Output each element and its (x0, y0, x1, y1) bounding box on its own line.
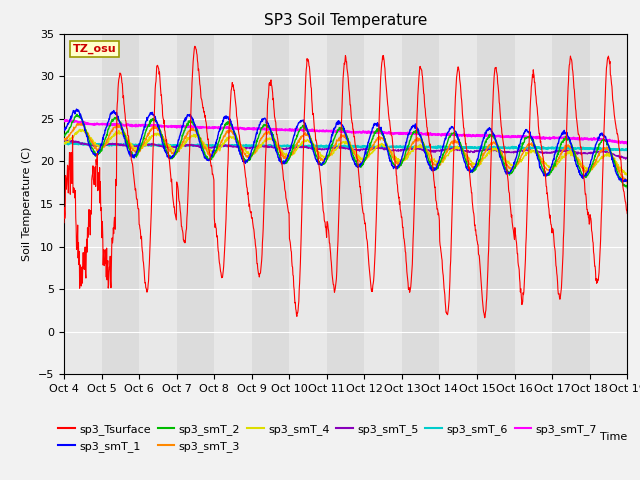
Bar (402, 34, 440, 374)
Title: SP3 Soil Temperature: SP3 Soil Temperature (264, 13, 428, 28)
Legend: sp3_Tsurface, sp3_smT_1, sp3_smT_2, sp3_smT_3, sp3_smT_4, sp3_smT_5, sp3_smT_6, : sp3_Tsurface, sp3_smT_1, sp3_smT_2, sp3_… (58, 424, 597, 452)
Bar (327, 34, 364, 374)
Bar (589, 34, 627, 374)
Bar (177, 34, 214, 374)
Bar (252, 34, 289, 374)
Text: TZ_osu: TZ_osu (72, 44, 116, 54)
Bar (552, 34, 589, 374)
Bar (139, 34, 177, 374)
Bar (214, 34, 252, 374)
Bar (102, 34, 139, 374)
Bar (515, 34, 552, 374)
Bar (364, 34, 402, 374)
Bar (64, 34, 102, 374)
Bar (477, 34, 515, 374)
Y-axis label: Soil Temperature (C): Soil Temperature (C) (22, 147, 33, 261)
Text: Time: Time (600, 432, 627, 443)
Bar (440, 34, 477, 374)
Bar (289, 34, 327, 374)
